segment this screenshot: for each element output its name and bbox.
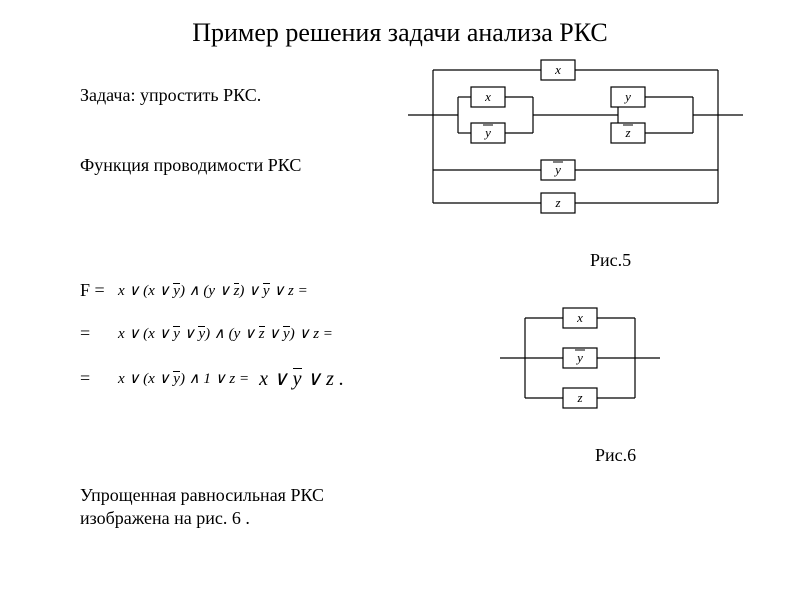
footnote-1: Упрощенная равносильная РКС xyxy=(80,485,324,506)
fig6-caption: Рис.6 xyxy=(595,445,636,466)
svg-text:x: x xyxy=(484,89,491,104)
diagram-fig5: x x y y z y z xyxy=(408,55,748,250)
svg-text:z: z xyxy=(576,390,582,405)
svg-text:y: y xyxy=(483,125,491,140)
formula-lhs-F: F = xyxy=(80,280,108,301)
diagram-fig6: x y z xyxy=(500,300,665,435)
task-text: Задача: упростить РКС. xyxy=(80,85,261,106)
fig5-caption: Рис.5 xyxy=(590,250,631,271)
formula-line-2: x ∨ (x ∨ y ∨ y) ∧ (y ∨ z ∨ y) ∨ z = xyxy=(118,324,333,343)
page-title: Пример решения задачи анализа РКС xyxy=(0,18,800,48)
func-text: Функция проводимости РКС xyxy=(80,155,301,176)
footnote-2: изображена на рис. 6 . xyxy=(80,508,250,529)
formula-final: x ∨ y ∨ z . xyxy=(259,366,344,391)
svg-text:z: z xyxy=(554,195,560,210)
formula-line-3: x ∨ (x ∨ y) ∧ 1 ∨ z = xyxy=(118,369,249,388)
svg-text:y: y xyxy=(623,89,631,104)
formula-lhs-eq2: = xyxy=(80,368,108,389)
svg-text:z: z xyxy=(624,125,630,140)
svg-text:y: y xyxy=(575,350,583,365)
svg-text:y: y xyxy=(553,162,561,177)
svg-text:x: x xyxy=(576,310,583,325)
formula-lhs-eq1: = xyxy=(80,323,108,344)
formula-line-1: x ∨ (x ∨ y) ∧ (y ∨ z) ∨ y ∨ z = xyxy=(118,281,308,300)
svg-text:x: x xyxy=(554,62,561,77)
formula-block: F = x ∨ (x ∨ y) ∧ (y ∨ z) ∨ y ∨ z = = x … xyxy=(80,280,344,413)
